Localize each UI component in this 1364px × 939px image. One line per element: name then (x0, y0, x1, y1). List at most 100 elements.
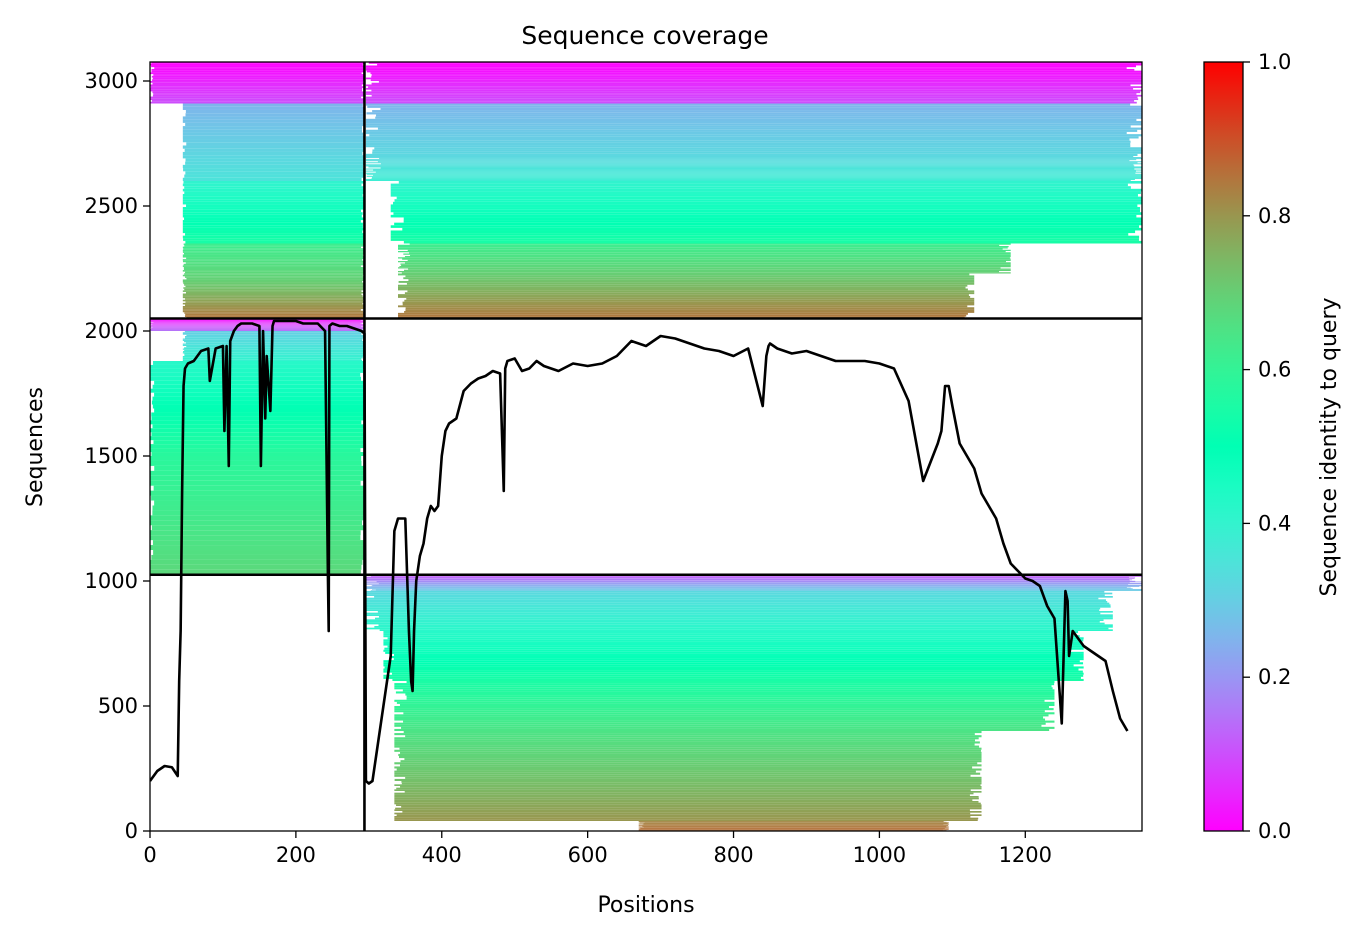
heatmap-strip (150, 530, 361, 536)
heatmap-strip (396, 768, 982, 771)
heatmap-strip (184, 276, 365, 278)
heatmap-strip (391, 672, 1084, 675)
heatmap-strip (182, 265, 361, 267)
heatmap-strip (399, 756, 982, 759)
heatmap-strip (182, 307, 364, 310)
heatmap-strip (182, 188, 364, 192)
heatmap-strip (394, 766, 973, 769)
heatmap-strip (373, 169, 1142, 171)
heatmap-strip (403, 277, 975, 280)
heatmap-strip (152, 396, 365, 401)
heatmap-strip (370, 72, 1142, 75)
heatmap-strip (365, 164, 1134, 166)
y-axis-label: Sequences (23, 387, 48, 507)
heatmap-strip (182, 214, 362, 218)
heatmap-strip (151, 328, 365, 329)
heatmap-strip (182, 279, 365, 281)
heatmap-strip (182, 196, 364, 200)
heatmap-strip (151, 65, 365, 68)
heatmap-strip (183, 243, 365, 246)
colorbar-tick-label: 1.0 (1258, 50, 1291, 74)
heatmap-strip (398, 288, 968, 291)
heatmap-strip (365, 77, 1142, 80)
heatmap-strip (394, 710, 1045, 713)
heatmap-strip (372, 588, 1142, 590)
heatmap-strip (151, 68, 365, 71)
heatmap-strip (644, 822, 949, 823)
heatmap-strip (639, 829, 949, 830)
heatmap-strip (380, 167, 1142, 169)
heatmap-strip (365, 84, 1131, 87)
heatmap-strip (365, 609, 1100, 611)
heatmap-strip (366, 173, 1142, 175)
heatmap-strip (398, 286, 966, 289)
heatmap-strip (394, 802, 981, 805)
heatmap-strip (182, 126, 363, 130)
heatmap-strip (387, 637, 1084, 640)
heatmap-strip (184, 252, 365, 255)
heatmap-strip (150, 89, 362, 92)
heatmap-strip (394, 685, 1052, 688)
heatmap-strip (396, 804, 982, 806)
heatmap-block-chain2-chain2 (365, 574, 1142, 831)
heatmap-strip (402, 258, 1011, 260)
heatmap-strip (384, 647, 1084, 650)
heatmap-strip (638, 824, 944, 825)
heatmap-strip (182, 155, 364, 159)
heatmap-strip (152, 77, 365, 80)
heatmap-strip (185, 285, 365, 288)
heatmap-strip (365, 121, 1142, 124)
heatmap-strip (370, 590, 1142, 591)
heatmap-strip (185, 171, 365, 175)
y-tick-label: 2000 (85, 319, 138, 343)
heatmap-strip (150, 448, 361, 453)
heatmap-strip (640, 828, 949, 829)
heatmap-strip (150, 545, 364, 551)
heatmap-strip (185, 158, 365, 162)
heatmap-strip (185, 109, 365, 114)
heatmap-strip (365, 588, 1133, 589)
heatmap-strip (365, 162, 1138, 164)
heatmap-strip (638, 821, 945, 822)
heatmap-strip (182, 249, 365, 252)
heatmap-strip (398, 314, 967, 317)
heatmap-strip (374, 147, 1142, 150)
heatmap-strip (365, 587, 1131, 589)
heatmap-strip (365, 578, 1130, 580)
heatmap-strip (151, 432, 365, 437)
plot-area (150, 62, 1142, 831)
heatmap-strip (403, 712, 1055, 715)
heatmap-strip (182, 199, 364, 202)
heatmap-strip (375, 589, 1142, 591)
x-tick-label: 800 (713, 843, 753, 867)
heatmap-strip (154, 465, 365, 471)
heatmap-strip (378, 81, 1142, 83)
colorbar-tick-label: 0.6 (1258, 358, 1291, 382)
heatmap-strip (150, 569, 361, 575)
heatmap-strip (150, 456, 362, 461)
heatmap-strip (406, 697, 1055, 700)
heatmap-strip (401, 264, 1011, 266)
heatmap-strip (365, 582, 1130, 583)
heatmap-strip (182, 207, 364, 210)
heatmap-strip (184, 288, 365, 291)
heatmap-strip (365, 98, 1139, 101)
heatmap-strip (390, 225, 1140, 228)
heatmap-strip (365, 621, 1100, 623)
heatmap-strip (183, 181, 365, 184)
heatmap-strip (408, 268, 1011, 270)
heatmap-strip (182, 225, 363, 228)
heatmap-strip (380, 163, 1142, 165)
heatmap-strip (403, 720, 1055, 723)
heatmap-strip (151, 452, 365, 456)
y-axis: 0 500 1000 1500 2000 2500 3000 (85, 69, 150, 843)
heatmap-strip (365, 601, 1108, 603)
heatmap-strip (151, 495, 365, 501)
heatmap-strip (182, 227, 364, 231)
heatmap-strip (398, 181, 1142, 184)
heatmap-strip (182, 348, 365, 350)
heatmap-strip (376, 114, 1142, 117)
heatmap-strip (182, 309, 361, 311)
heatmap-strip (365, 168, 1135, 170)
heatmap-strip (153, 74, 365, 76)
